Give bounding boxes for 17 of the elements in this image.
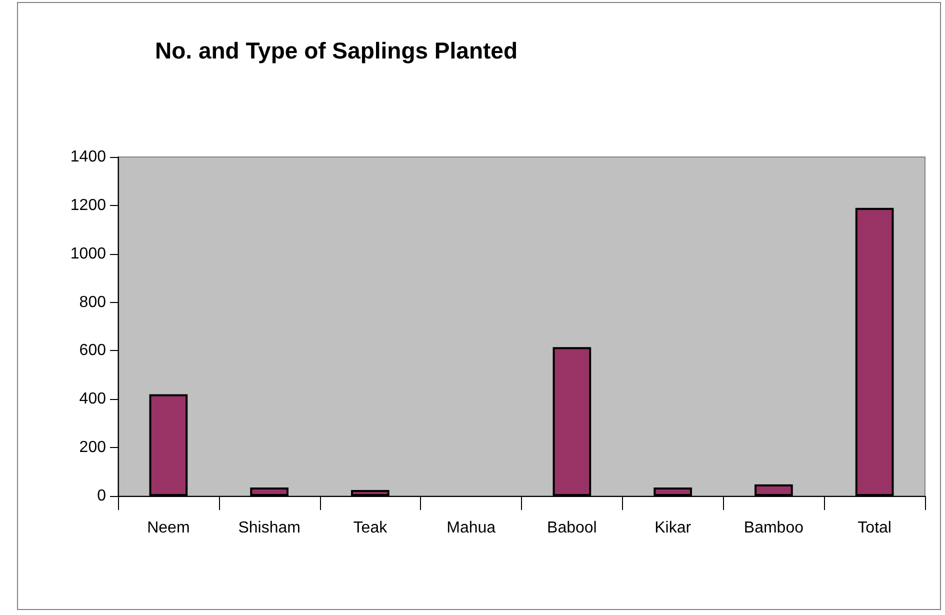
chart-title: No. and Type of Saplings Planted [155, 38, 518, 64]
x-tick-label: Neem [147, 520, 190, 536]
y-tick-label: 0 [97, 488, 106, 504]
x-tick-label: Shisham [238, 520, 300, 536]
y-tick-label: 600 [79, 342, 106, 360]
y-tick-label: 800 [79, 294, 106, 311]
x-tick-label: Kikar [654, 520, 692, 536]
y-tick-label: 1400 [70, 148, 106, 166]
y-tick-label: 400 [79, 390, 106, 408]
y-tick-label: 200 [79, 439, 106, 456]
y-tick-label: 1200 [70, 196, 106, 214]
x-tick-label: Bamboo [744, 520, 804, 536]
x-tick-label: Total [858, 520, 892, 536]
x-tick-label: Mahua [446, 520, 496, 536]
x-tick-label: Teak [353, 520, 388, 536]
x-tick-label: Babool [547, 520, 597, 536]
y-tick-label: 1000 [70, 245, 106, 262]
